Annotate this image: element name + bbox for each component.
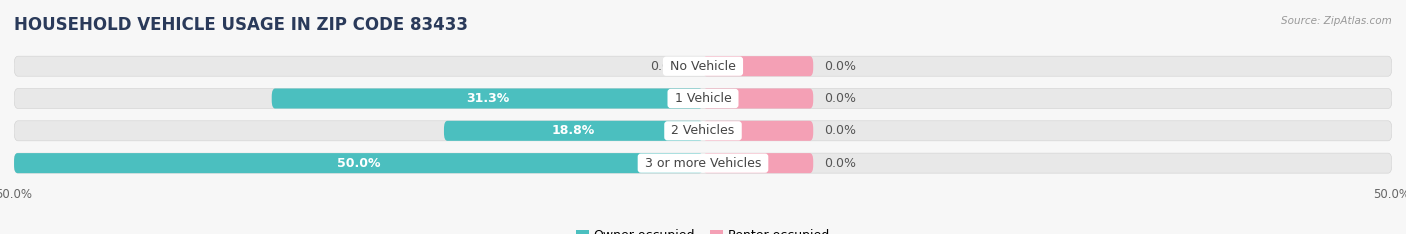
FancyBboxPatch shape <box>14 153 703 173</box>
Text: 0.0%: 0.0% <box>651 60 682 73</box>
FancyBboxPatch shape <box>703 153 813 173</box>
Text: 1 Vehicle: 1 Vehicle <box>671 92 735 105</box>
Text: 31.3%: 31.3% <box>465 92 509 105</box>
Text: No Vehicle: No Vehicle <box>666 60 740 73</box>
Text: 18.8%: 18.8% <box>551 124 595 137</box>
FancyBboxPatch shape <box>271 88 703 109</box>
Text: 0.0%: 0.0% <box>824 60 856 73</box>
FancyBboxPatch shape <box>14 121 1392 141</box>
Text: 0.0%: 0.0% <box>824 92 856 105</box>
Text: 0.0%: 0.0% <box>824 124 856 137</box>
FancyBboxPatch shape <box>14 153 1392 173</box>
FancyBboxPatch shape <box>14 88 1392 109</box>
Text: 2 Vehicles: 2 Vehicles <box>668 124 738 137</box>
FancyBboxPatch shape <box>14 56 1392 76</box>
Text: 50.0%: 50.0% <box>337 157 380 170</box>
Legend: Owner-occupied, Renter-occupied: Owner-occupied, Renter-occupied <box>571 224 835 234</box>
FancyBboxPatch shape <box>703 121 813 141</box>
FancyBboxPatch shape <box>703 88 813 109</box>
Text: Source: ZipAtlas.com: Source: ZipAtlas.com <box>1281 16 1392 26</box>
FancyBboxPatch shape <box>444 121 703 141</box>
Text: HOUSEHOLD VEHICLE USAGE IN ZIP CODE 83433: HOUSEHOLD VEHICLE USAGE IN ZIP CODE 8343… <box>14 16 468 34</box>
FancyBboxPatch shape <box>703 56 813 76</box>
Text: 3 or more Vehicles: 3 or more Vehicles <box>641 157 765 170</box>
Text: 0.0%: 0.0% <box>824 157 856 170</box>
